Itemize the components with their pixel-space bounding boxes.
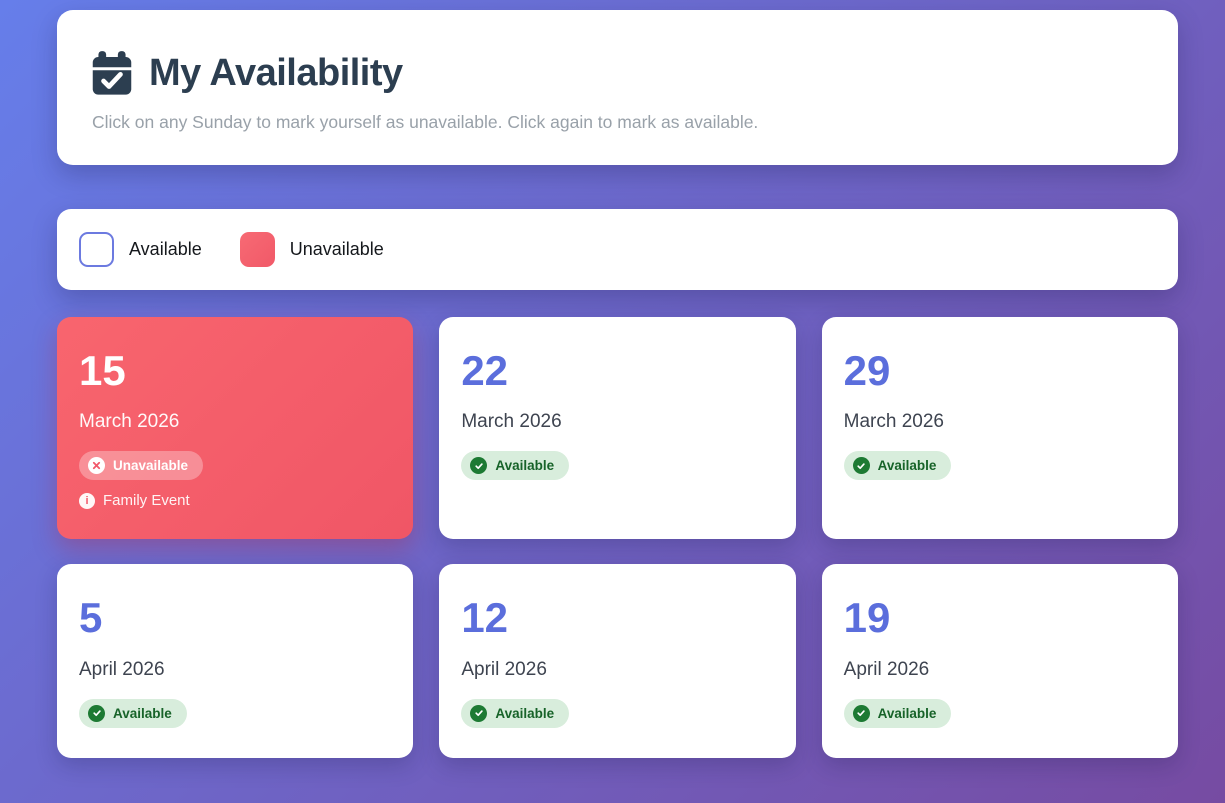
page-title: My Availability [149,52,403,94]
day-number: 12 [461,594,509,642]
status-badge: Available [843,451,952,481]
day-number: 15 [79,347,126,394]
info-icon: i [79,492,95,509]
day-month: March 2026 [843,411,944,433]
day-note: i Family Event [79,492,389,509]
day-card-april-12[interactable]: 12 April 2026 Available [439,564,796,758]
day-number: 29 [843,347,891,394]
day-month: March 2026 [461,411,562,433]
status-badge-label: Available [495,458,555,474]
status-badge-label: Available [877,705,937,721]
status-badge-label: Available [877,458,937,474]
status-badge: Available [461,698,570,728]
status-badge: Available [79,698,187,728]
check-circle-icon [470,704,488,722]
day-number: 19 [843,594,891,642]
legend-card: Available Unavailable [57,209,1178,290]
available-swatch [79,232,114,267]
header-title-row: My Availability [90,50,1144,97]
legend-item-unavailable: Unavailable [239,232,384,267]
day-card-march-29[interactable]: 29 March 2026 Available [821,317,1178,540]
legend-label-unavailable: Unavailable [289,239,384,259]
status-badge: Unavailable [79,451,204,481]
day-month: April 2026 [843,658,930,680]
day-card-march-15[interactable]: 15 March 2026 Unavailable i Family Event [57,317,414,540]
availability-header-card: My Availability Click on any Sunday to m… [57,10,1178,165]
status-badge-label: Available [495,705,555,721]
status-badge: Available [843,698,952,728]
check-circle-icon [852,457,870,475]
legend-item-available: Available [79,232,202,267]
check-circle-icon [852,704,870,722]
day-card-march-22[interactable]: 22 March 2026 Available [439,317,796,540]
page-subtitle: Click on any Sunday to mark yourself as … [92,112,759,132]
day-grid: 15 March 2026 Unavailable i Family Event… [57,317,1178,758]
calendar-check-icon [90,50,134,97]
day-number: 5 [79,594,103,642]
day-month: April 2026 [461,658,547,680]
day-card-april-19[interactable]: 19 April 2026 Available [821,564,1178,758]
x-circle-icon [88,457,105,475]
check-circle-icon [88,704,105,722]
status-badge-label: Available [113,705,172,721]
day-note-label: Family Event [103,492,190,510]
day-month: March 2026 [79,411,180,433]
status-badge-label: Unavailable [113,458,189,474]
legend-label-available: Available [129,239,202,259]
day-number: 22 [461,347,509,394]
day-month: April 2026 [79,658,165,680]
day-card-april-5[interactable]: 5 April 2026 Available [57,564,414,758]
unavailable-swatch [239,232,275,267]
status-badge: Available [461,451,570,481]
availability-page: My Availability Click on any Sunday to m… [57,10,1178,758]
check-circle-icon [470,457,488,475]
